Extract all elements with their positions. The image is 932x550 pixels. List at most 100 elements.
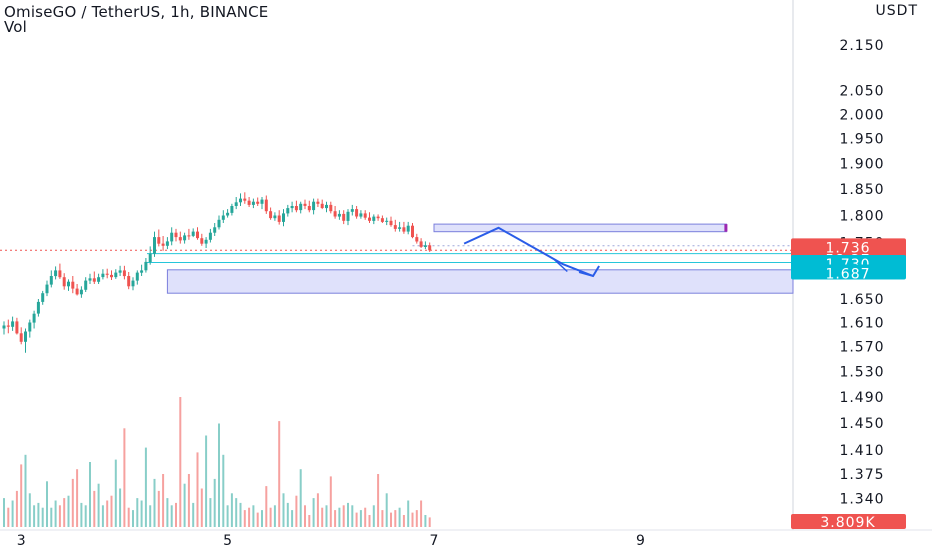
volume-bar [127, 507, 130, 527]
volume-bar [334, 510, 337, 527]
candle-body [346, 211, 350, 221]
candle-body [67, 281, 70, 287]
volume-bar [316, 493, 319, 527]
candle-body [260, 199, 264, 204]
candle-body [170, 232, 174, 242]
candle-body [36, 301, 40, 314]
candle-body [122, 270, 126, 277]
volume-bar [385, 493, 388, 527]
volume-bar [299, 469, 302, 527]
price-tick-label: 1.650 [839, 292, 884, 308]
volume-bar [80, 502, 83, 527]
candle-body [256, 201, 260, 204]
volume-bar [218, 423, 220, 527]
candle-body [105, 273, 109, 275]
candle-body [71, 281, 75, 289]
candle-body [45, 284, 49, 294]
candle-body [389, 220, 393, 226]
candle-body [153, 237, 156, 254]
price-tick-label: 1.530 [839, 365, 884, 381]
candle-body [372, 216, 376, 221]
volume-bar [76, 469, 79, 527]
volume-bar [226, 505, 229, 527]
price-tick-label: 1.800 [839, 209, 884, 225]
volume-bar [200, 488, 203, 527]
currency-label: USDT [875, 3, 918, 19]
volume-bar [123, 428, 126, 527]
volume-bar [67, 495, 70, 527]
volume-bar [243, 510, 246, 527]
chart-title: OmiseGO / TetherUS, 1h, BINANCE [4, 3, 269, 21]
zone-edge-handle [724, 224, 728, 232]
volume-bar [3, 498, 5, 527]
volume-bar [28, 493, 31, 527]
volume-bar [114, 459, 117, 527]
candle-body [97, 277, 101, 282]
price-tick-label: 2.050 [839, 84, 884, 100]
candle-body [62, 277, 66, 287]
candle-body [191, 231, 195, 236]
candle-body [393, 225, 397, 229]
candle-body [135, 272, 139, 281]
volume-bar [192, 502, 195, 527]
candle-body [226, 212, 230, 216]
candle-body [290, 206, 294, 209]
candle-body [178, 237, 182, 241]
volume-bar [377, 474, 380, 527]
volume-bar [252, 505, 255, 527]
volume-bar [273, 505, 276, 527]
candle-body [84, 280, 88, 290]
projection-arrow[interactable] [463, 226, 600, 278]
candle-body [79, 289, 83, 295]
candle-body [32, 313, 36, 323]
volume-bar [46, 481, 48, 527]
volume-bar [187, 474, 190, 527]
volume-bar [132, 510, 134, 527]
candle-body [385, 220, 389, 222]
price-tick-label: 2.150 [839, 38, 884, 54]
candle-body [411, 225, 414, 238]
volume-bar [402, 515, 405, 527]
candle-body [11, 321, 15, 327]
volume-indicator-label[interactable]: Vol [4, 18, 28, 36]
volume-bar [63, 498, 66, 527]
time-axis[interactable]: 3 5 7 9 [17, 533, 645, 549]
volume-bar [351, 505, 354, 527]
volume-bar [295, 495, 298, 527]
candle-body [208, 232, 212, 240]
volume-bar [162, 474, 165, 527]
candle-body [54, 270, 58, 277]
candle-body [221, 215, 225, 220]
candle-body [88, 278, 92, 281]
volume-bar [222, 454, 225, 527]
candle-body [247, 200, 251, 205]
volume-bar [166, 498, 169, 527]
volume-bar [239, 502, 242, 527]
candle-body [398, 227, 402, 229]
candle-body [234, 202, 238, 206]
volume-bar [7, 507, 10, 527]
candle-body [114, 272, 118, 278]
volume-bar [149, 505, 152, 527]
volume-bar [50, 507, 53, 527]
volume-bar [286, 502, 289, 527]
candle-body [204, 239, 208, 244]
candle-body [307, 206, 311, 211]
volume-pane [3, 397, 431, 527]
volume-bar [140, 500, 143, 527]
candle-body [19, 333, 23, 342]
volume-bar [415, 510, 418, 527]
candle-body [303, 203, 307, 206]
candle-body [92, 278, 96, 282]
volume-bar [355, 512, 358, 527]
candle-body [131, 280, 135, 287]
arrow-head [578, 265, 600, 278]
resistance-zone [433, 223, 727, 233]
candle-body [282, 213, 285, 222]
candle-body [406, 225, 410, 232]
candle-body [415, 237, 419, 242]
price-tick-label: 1.570 [839, 340, 884, 356]
candle-body [269, 211, 273, 219]
volume-bar [101, 505, 104, 527]
